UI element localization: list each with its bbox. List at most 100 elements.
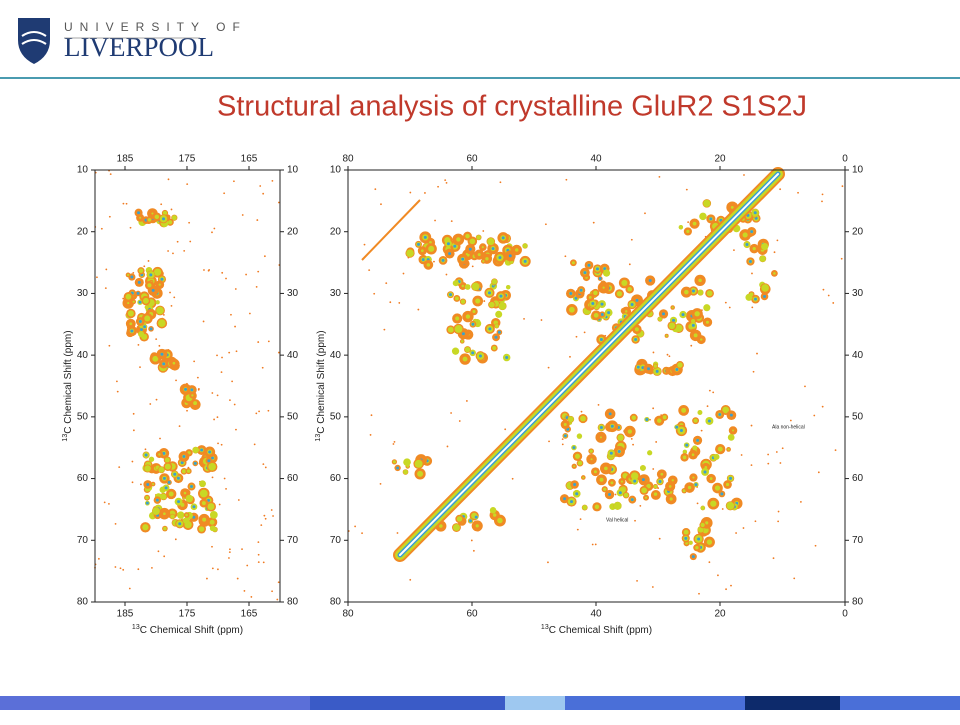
peak-contour [574,296,578,300]
noise-dot [565,178,568,181]
noise-dot [483,300,486,302]
peak-contour [691,289,695,293]
noise-dot [203,269,205,271]
peak-contour [441,258,445,262]
peak-contour [455,316,460,321]
superscript: 13 [132,624,140,631]
noise-dot [248,312,251,315]
noise-dot [243,590,246,592]
noise-dot [370,414,373,417]
peak-contour [753,211,757,215]
peak-contour [414,459,423,468]
x-tick-label: 60 [466,154,478,165]
noise-dot [564,255,567,258]
x-tick-label: 0 [842,609,848,620]
noise-dot [740,454,743,456]
y-tick-label: 20 [287,226,299,237]
peak-contour [671,306,674,309]
peak-contour [692,221,697,226]
peak-contour [693,418,698,423]
noise-dot [241,214,244,216]
y-tick-label: 80 [77,597,89,608]
peak-contour [192,446,199,454]
peak-contour [682,455,687,460]
noise-dot [162,313,165,316]
peak-contour [599,477,604,482]
noise-dot [597,403,600,406]
y-tick-label: 70 [852,535,864,546]
peak-contour [682,449,688,455]
peak-contour [508,254,512,258]
peak-contour [641,487,648,494]
peak-contour [657,316,663,322]
noise-dot [158,344,161,347]
noise-dot [666,353,669,356]
noise-dot [264,517,267,520]
noise-dot [259,185,262,187]
peak-contour [714,485,721,491]
peak-contour [452,524,460,532]
noise-dot [363,243,366,246]
peak-contour [464,346,471,353]
peak-contour [600,312,604,316]
noise-dot [822,288,825,291]
peak-contour [616,291,623,297]
noise-dot [137,344,140,346]
peak-contour [199,489,208,498]
noise-dot [433,260,435,263]
peak-contour [691,555,695,559]
noise-dot [159,437,161,440]
noise-dot [817,471,820,474]
noise-dot [122,297,125,300]
peak-contour [709,217,713,221]
peak-contour [583,271,587,275]
noise-dot [775,451,778,453]
peak-contour [192,505,196,509]
noise-dot [128,587,131,590]
peak-contour [392,460,396,464]
peak-contour [185,494,194,503]
noise-dot [374,188,377,191]
peak-contour [727,433,735,441]
noise-dot [262,561,265,564]
noise-dot [221,271,224,274]
peak-contour [599,338,603,342]
peak-contour [694,483,698,487]
peak-contour [589,449,593,453]
noise-dot [246,564,249,567]
peak-contour [447,326,454,333]
peak-contour [178,522,182,526]
noise-dot [104,287,107,290]
y-tick-label: 30 [287,288,299,299]
peak-contour [462,356,468,362]
logo-wave [21,31,47,45]
peak-contour [138,300,142,304]
noise-dot [773,251,776,254]
peak-contour [686,229,690,234]
noise-dot [174,538,177,541]
bar-segment [0,696,310,710]
noise-dot [143,265,146,268]
peak-contour [469,519,473,523]
x-tick-label: 165 [241,609,258,620]
peak-contour [668,322,676,330]
peak-contour [660,472,664,476]
peak-contour [460,299,466,304]
noise-dot [233,180,235,183]
peak-contour [164,457,170,463]
noise-dot [114,566,117,568]
noise-dot [402,272,405,275]
peak-contour [142,524,149,531]
peak-contour [599,436,602,439]
peak-contour [726,501,735,510]
noise-dot [385,282,388,285]
noise-dot [756,352,758,355]
noise-dot [96,276,98,279]
noise-dot [632,443,634,446]
peak-contour [177,500,181,504]
peak-contour [160,352,164,356]
peak-contour [495,310,503,318]
noise-dot [482,230,485,232]
noise-dot [393,440,396,443]
noise-dot [225,277,227,280]
